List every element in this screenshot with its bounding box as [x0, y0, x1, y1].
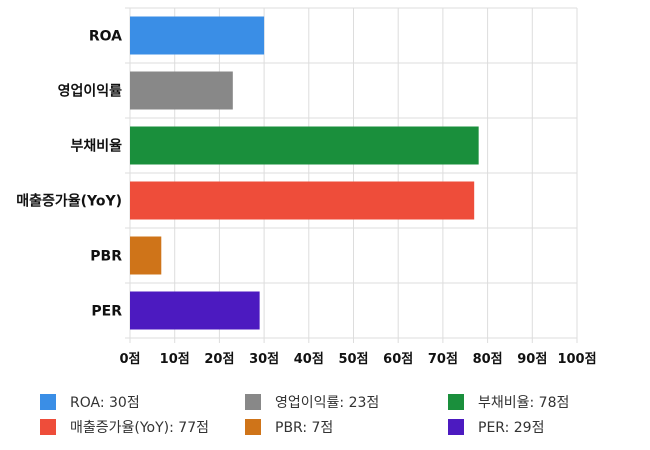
bar-5 [130, 291, 260, 330]
x-tick-label-8: 80점 [473, 352, 503, 367]
x-tick-label-2: 20점 [204, 352, 234, 367]
legend-item-revenue-growth: 매출증가율(YoY): 77점 [40, 417, 209, 437]
x-tick-label-1: 10점 [160, 352, 190, 367]
legend-label-debt-ratio: 부채비율: 78점 [478, 395, 570, 411]
legend-label-pbr: PBR: 7점 [275, 420, 334, 436]
legend-swatch-roa [40, 394, 56, 410]
legend-item-operating-margin: 영업이익률: 23점 [245, 392, 379, 412]
bar-3 [130, 181, 475, 220]
category-label-2: 부채비율 [70, 138, 122, 155]
bar-1 [130, 71, 233, 110]
legend-label-per: PER: 29점 [478, 420, 545, 436]
category-label-1: 영업이익률 [58, 83, 123, 100]
x-tick-label-6: 60점 [383, 352, 413, 367]
legend-item-pbr: PBR: 7점 [245, 417, 333, 437]
chart-legend: ROA: 30점 영업이익률: 23점 부채비율: 78점 매출증가율(YoY)… [40, 392, 640, 442]
legend-swatch-per [448, 419, 464, 435]
legend-label-operating-margin: 영업이익률: 23점 [275, 395, 380, 411]
bar-0 [130, 16, 265, 55]
x-tick-label-5: 50점 [338, 352, 368, 367]
legend-swatch-operating-margin [245, 394, 261, 410]
x-tick-label-7: 70점 [428, 352, 458, 367]
legend-label-revenue-growth: 매출증가율(YoY): 77점 [70, 420, 209, 436]
x-tick-label-10: 100점 [557, 352, 596, 367]
legend-swatch-pbr [245, 419, 261, 435]
category-label-5: PER [91, 304, 122, 320]
x-tick-label-4: 40점 [294, 352, 324, 367]
category-label-4: PBR [90, 249, 122, 265]
x-tick-label-9: 90점 [517, 352, 547, 367]
bar-2 [130, 126, 479, 165]
bar-4 [130, 236, 162, 275]
legend-item-per: PER: 29점 [448, 417, 544, 437]
x-tick-label-0: 0점 [119, 352, 140, 367]
legend-item-debt-ratio: 부채비율: 78점 [448, 392, 569, 412]
legend-swatch-debt-ratio [448, 394, 464, 410]
category-label-3: 매출증가율(YoY) [16, 193, 122, 210]
legend-swatch-revenue-growth [40, 419, 56, 435]
legend-item-roa: ROA: 30점 [40, 392, 140, 412]
x-tick-label-3: 30점 [249, 352, 279, 367]
category-label-0: ROA [89, 29, 122, 45]
legend-label-roa: ROA: 30점 [70, 395, 140, 411]
